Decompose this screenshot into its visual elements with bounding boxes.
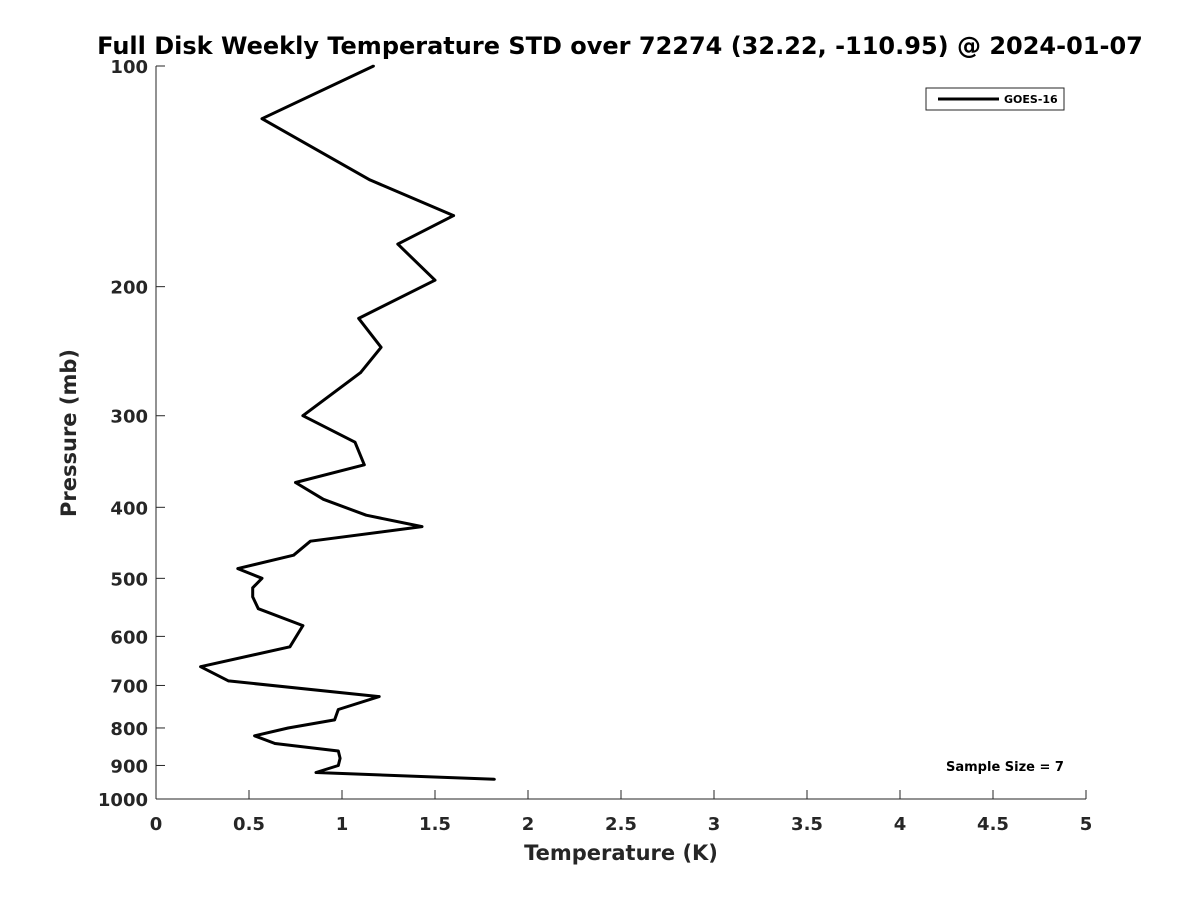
y-tick-label: 400	[110, 498, 148, 519]
x-tick-label: 1	[336, 814, 349, 835]
data-point	[314, 771, 318, 774]
y-axis-label: Pressure (mb)	[57, 349, 81, 517]
y-tick-label: 900	[110, 756, 148, 777]
data-point	[396, 242, 400, 246]
data-point	[420, 525, 424, 528]
x-tick-label: 5	[1080, 814, 1093, 835]
y-tick-label: 200	[110, 278, 148, 299]
x-tick-label: 4	[894, 814, 907, 835]
data-point	[452, 214, 455, 217]
data-point	[379, 346, 383, 349]
data-point	[301, 414, 305, 418]
data-point	[260, 117, 264, 120]
data-point	[337, 708, 340, 711]
x-tick-label: 0.5	[233, 814, 265, 835]
data-point	[338, 757, 342, 760]
data-point	[337, 749, 340, 753]
data-point	[253, 734, 256, 738]
y-ticks: 100 200 300 400 500 600 700 800 900 1000	[98, 57, 165, 811]
series-group	[199, 64, 496, 781]
data-point	[353, 440, 357, 444]
data-point	[322, 498, 325, 501]
data-point	[359, 371, 362, 374]
data-point	[493, 778, 496, 781]
data-point	[288, 645, 292, 649]
y-tick-label: 800	[110, 719, 148, 740]
data-point	[309, 539, 312, 543]
y-tick-label: 1000	[98, 790, 148, 811]
data-point	[251, 595, 254, 599]
legend: GOES-16	[925, 87, 1065, 111]
data-point	[257, 607, 260, 610]
x-ticks: 0 0.5 1 1.5 2 2.5 3 3.5 4 4.5 5	[150, 790, 1093, 835]
chart-title: Full Disk Weekly Temperature STD over 72…	[97, 32, 1143, 60]
y-tick-label: 500	[110, 569, 148, 590]
data-point	[286, 726, 290, 730]
y-tick-label: 300	[110, 407, 148, 428]
x-axis-label: Temperature (K)	[524, 841, 718, 865]
data-point	[372, 64, 375, 68]
data-point	[357, 317, 361, 320]
x-tick-label: 3.5	[791, 814, 823, 835]
x-tick-label: 4.5	[977, 814, 1009, 835]
legend-label-goes-16: GOES-16	[1004, 93, 1058, 106]
x-tick-label: 0	[150, 814, 163, 835]
data-point	[333, 718, 336, 722]
y-tick-label: 600	[110, 627, 148, 648]
y-tick-label: 700	[110, 676, 148, 697]
x-tick-label: 1.5	[419, 814, 451, 835]
data-point	[251, 586, 254, 590]
x-tick-label: 2.5	[605, 814, 637, 835]
data-point	[260, 577, 264, 580]
sample-size-annotation: Sample Size = 7	[946, 760, 1064, 775]
data-point	[273, 742, 277, 745]
series-line-goes-16	[199, 64, 495, 781]
data-point	[294, 481, 297, 484]
y-tick-label: 100	[110, 57, 148, 78]
data-point	[364, 513, 368, 517]
data-point	[337, 764, 340, 767]
data-point	[363, 463, 366, 467]
data-point	[301, 624, 305, 627]
x-tick-label: 3	[708, 814, 721, 835]
data-point	[368, 178, 372, 182]
data-point	[227, 679, 230, 683]
x-tick-label: 2	[522, 814, 535, 835]
data-point	[377, 695, 381, 698]
axes: 0 0.5 1 1.5 2 2.5 3 3.5 4 4.5 5 100 200 300 400 500 600…	[98, 57, 1092, 835]
data-point	[433, 278, 437, 282]
data-point	[199, 665, 202, 668]
data-point	[236, 567, 240, 570]
data-point	[292, 553, 295, 557]
